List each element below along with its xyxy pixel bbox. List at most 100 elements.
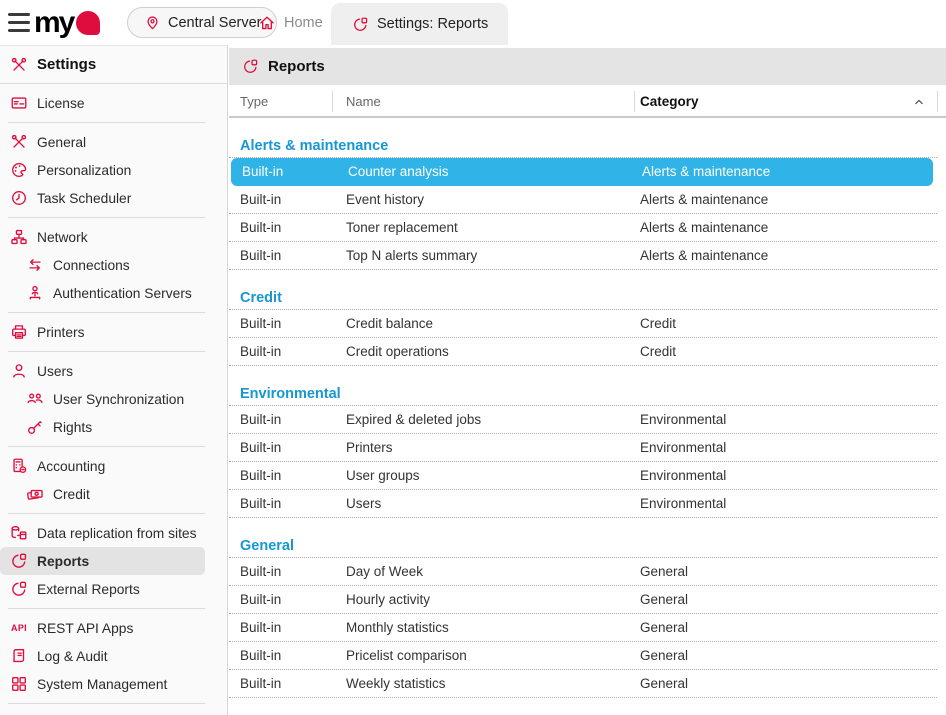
sidebar-item-label: Users <box>37 363 74 379</box>
menu-icon[interactable] <box>8 13 30 32</box>
table-row[interactable]: Built-in Day of Week General <box>229 558 937 586</box>
report-group: Credit Built-in Credit balance Credit Built-… <box>229 288 937 366</box>
cell-name: Users <box>346 496 382 511</box>
sidebar-item-rights[interactable]: Rights <box>0 413 205 441</box>
table-row[interactable]: Built-in Event history Alerts & maintenanc… <box>229 186 937 214</box>
cell-category: Alerts & maintenance <box>640 192 769 207</box>
home-icon <box>258 14 276 32</box>
sidebar-divider <box>8 513 205 514</box>
grid-icon <box>10 675 28 693</box>
column-divider <box>634 91 635 112</box>
table-row[interactable]: Built-in Monthly statistics General <box>229 614 937 642</box>
sidebar-item-user-synchronization[interactable]: User Synchronization <box>0 385 205 413</box>
sidebar-item-label: Authentication Servers <box>53 285 192 301</box>
sidebar-item-system-management[interactable]: System Management <box>0 670 205 698</box>
sidebar-item-license[interactable]: License <box>0 89 205 117</box>
report-group: Alerts & maintenance Built-in Counter anal… <box>229 136 937 270</box>
sidebar-item-label: REST API Apps <box>37 620 134 636</box>
table-row[interactable]: Built-in Top N alerts summary Alerts & mai… <box>229 242 937 270</box>
cell-category: Alerts & maintenance <box>640 248 769 263</box>
cell-category: Alerts & maintenance <box>642 164 771 179</box>
api-icon: API <box>11 623 27 633</box>
sidebar-item-printers[interactable]: Printers <box>0 318 205 346</box>
sidebar-item-accounting[interactable]: Accounting <box>0 452 205 480</box>
cell-category: General <box>640 648 689 663</box>
report-group: General Built-in Day of Week General Built-i… <box>229 536 937 698</box>
server-selector-button[interactable]: Central Server <box>127 7 278 38</box>
cell-type: Built-in <box>240 412 282 427</box>
sidebar-item-label: Log & Audit <box>37 648 108 664</box>
sidebar-item-general[interactable]: General <box>0 128 205 156</box>
table-row[interactable]: Built-in User groups Environmental <box>229 462 937 490</box>
sidebar-item-data-replication-from-sites[interactable]: Data replication from sites <box>0 519 205 547</box>
sidebar-item-credit[interactable]: Credit <box>0 480 205 508</box>
panel-title: Reports <box>268 58 325 75</box>
cell-type: Built-in <box>240 440 282 455</box>
sidebar-item-label: Credit <box>53 486 90 502</box>
sidebar-item-label: General <box>37 134 87 150</box>
sidebar-item-task-scheduler[interactable]: Task Scheduler <box>0 184 205 212</box>
key-icon <box>26 418 44 436</box>
auth-icon <box>26 284 44 302</box>
tab-settings-reports[interactable]: Settings: Reports <box>331 3 509 45</box>
settings-sidebar: Settings License General Personalization Ta… <box>0 45 228 715</box>
table-row[interactable]: Built-in Users Environmental <box>229 490 937 518</box>
banknotes-icon <box>26 485 44 503</box>
cell-name: Hourly activity <box>346 592 431 607</box>
column-header-name[interactable]: Name <box>346 94 381 109</box>
table-row[interactable]: Built-in Hourly activity General <box>229 586 937 614</box>
sidebar-item-connections[interactable]: Connections <box>0 251 205 279</box>
sidebar-item-authentication-servers[interactable]: Authentication Servers <box>0 279 205 307</box>
cell-type: Built-in <box>240 564 282 579</box>
cell-name: Credit operations <box>346 344 449 359</box>
sidebar-item-reports[interactable]: Reports <box>0 547 205 575</box>
sidebar-item-rest-api-apps[interactable]: API REST API Apps <box>0 614 205 642</box>
sidebar-item-external-reports[interactable]: External Reports <box>0 575 205 603</box>
sidebar-item-label: Network <box>37 229 88 245</box>
sidebar-item-users[interactable]: Users <box>0 357 205 385</box>
sidebar-item-label: Accounting <box>37 458 106 474</box>
table-row[interactable]: Built-in Credit operations Credit <box>229 338 937 366</box>
sidebar-item-label: Rights <box>53 419 93 435</box>
table-row[interactable]: Built-in Toner replacement Alerts & mainte… <box>229 214 937 242</box>
sort-ascending-icon[interactable] <box>912 95 926 109</box>
sidebar-item-label: Data replication from sites <box>37 525 197 541</box>
sidebar-item-label: System Management <box>37 676 168 692</box>
sidebar-item-label: Connections <box>53 257 130 273</box>
myq-logo: my <box>34 5 101 41</box>
sidebar-item-network[interactable]: Network <box>0 223 205 251</box>
table-row[interactable]: Built-in Counter analysis Alerts & mainten… <box>231 158 933 186</box>
column-header-type[interactable]: Type <box>240 94 269 109</box>
cell-type: Built-in <box>240 496 282 511</box>
report-group-header: General <box>229 536 937 558</box>
cell-type: Built-in <box>240 316 282 331</box>
sidebar-item-list: License General Personalization Task Schedu… <box>0 84 227 704</box>
tab-home[interactable]: Home <box>252 7 329 38</box>
cell-name: Pricelist comparison <box>346 648 467 663</box>
cell-name: Monthly statistics <box>346 620 449 635</box>
cell-type: Built-in <box>240 192 282 207</box>
sidebar-item-log-audit[interactable]: Log & Audit <box>0 642 205 670</box>
calculator-icon <box>10 457 28 475</box>
tools-icon <box>10 133 28 151</box>
network-icon <box>10 228 28 246</box>
sidebar-item-personalization[interactable]: Personalization <box>0 156 205 184</box>
logo-q-mark <box>76 10 101 35</box>
pie-chart-icon <box>241 58 259 76</box>
replication-icon <box>10 524 28 542</box>
cell-category: General <box>640 676 689 691</box>
report-group-header: Environmental <box>229 384 937 406</box>
column-header-category[interactable]: Category <box>640 94 699 109</box>
sidebar-header-label: Settings <box>37 56 97 73</box>
reports-panel: Reports Type Name Category Alerts & main… <box>229 45 946 715</box>
connections-icon <box>26 256 44 274</box>
table-header: Type Name Category <box>229 85 946 118</box>
table-row[interactable]: Built-in Expired & deleted jobs Environmen… <box>229 406 937 434</box>
table-row[interactable]: Built-in Weekly statistics General <box>229 670 937 698</box>
table-row[interactable]: Built-in Credit balance Credit <box>229 310 937 338</box>
server-label: Central Server <box>168 14 262 31</box>
cell-category: Environmental <box>640 468 727 483</box>
reports-table-body: Alerts & maintenance Built-in Counter anal… <box>229 136 937 698</box>
table-row[interactable]: Built-in Pricelist comparison General <box>229 642 937 670</box>
table-row[interactable]: Built-in Printers Environmental <box>229 434 937 462</box>
